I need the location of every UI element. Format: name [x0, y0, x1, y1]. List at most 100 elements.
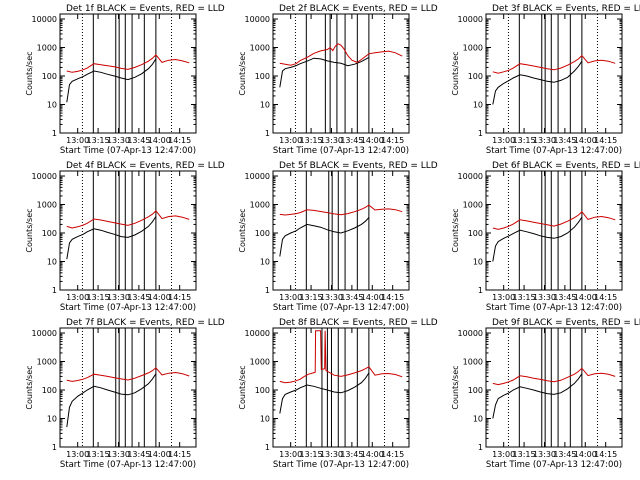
- panel-title: Det 1f BLACK = Events, RED = LLD: [66, 4, 225, 14]
- y-tick-label: 100: [468, 386, 483, 395]
- x-tick-label: 13:30: [107, 136, 130, 145]
- panel-title: Det 7f BLACK = Events, RED = LLD: [66, 318, 225, 328]
- x-tick-label: 13:30: [320, 293, 343, 302]
- panel-9: Det 9f BLACK = Events, RED = LLD 1 10 100 10…: [451, 318, 640, 470]
- y-tick-label: 10: [260, 258, 270, 267]
- panel-title: Det 8f BLACK = Events, RED = LLD: [279, 318, 438, 328]
- y-tick-label: 100: [255, 386, 270, 395]
- x-tick-label: 13:30: [107, 293, 130, 302]
- plot-frame: [59, 327, 197, 448]
- series-lld: [279, 204, 403, 216]
- x-tick-label: 14:00: [361, 136, 384, 145]
- y-tick-label: 1000: [250, 358, 270, 367]
- x-tick-label: 13:30: [533, 450, 556, 459]
- x-tick-label: 14:15: [594, 136, 617, 145]
- y-tick-label: 10: [47, 101, 57, 110]
- y-tick-label: 1000: [37, 358, 57, 367]
- x-tick-label: 13:00: [279, 293, 302, 302]
- y-axis-label: Counts/sec: [451, 51, 460, 95]
- series-events: [279, 372, 370, 414]
- series-lld: [492, 210, 616, 230]
- panel-title: Det 6f BLACK = Events, RED = LLD: [492, 161, 640, 171]
- x-tick-label: 13:45: [127, 136, 150, 145]
- x-tick-label: 13:00: [66, 293, 89, 302]
- x-tick-label: 13:45: [340, 136, 363, 145]
- x-tick-label: 13:30: [107, 450, 130, 459]
- panel-7: Det 7f BLACK = Events, RED = LLD 1 10 100 10…: [25, 318, 225, 470]
- y-tick-label: 1: [265, 443, 270, 452]
- y-tick-label: 10000: [245, 15, 270, 24]
- x-tick-label: 13:15: [300, 450, 323, 459]
- x-tick-label: 13:15: [300, 136, 323, 145]
- x-tick-label: 14:00: [148, 293, 171, 302]
- x-tick-label: 13:00: [279, 136, 302, 145]
- y-tick-label: 10: [473, 101, 483, 110]
- y-tick-label: 1000: [250, 201, 270, 210]
- x-tick-label: 13:00: [66, 450, 89, 459]
- y-tick-label: 100: [42, 229, 57, 238]
- x-tick-label: 14:15: [168, 450, 191, 459]
- series-lld: [66, 54, 190, 73]
- x-tick-label: 13:30: [533, 136, 556, 145]
- x-tick-label: 14:00: [148, 450, 171, 459]
- x-tick-label: 13:45: [340, 450, 363, 459]
- y-tick-label: 10: [260, 101, 270, 110]
- y-tick-label: 10000: [458, 329, 483, 338]
- panel-title: Det 2f BLACK = Events, RED = LLD: [279, 4, 438, 14]
- plot-frame: [272, 170, 410, 291]
- x-tick-label: 14:00: [574, 450, 597, 459]
- x-tick-label: 13:15: [513, 136, 536, 145]
- x-tick-label: 13:00: [279, 450, 302, 459]
- plot-frame: [485, 327, 623, 448]
- y-tick-label: 1000: [463, 201, 483, 210]
- x-tick-label: 13:00: [492, 450, 515, 459]
- x-tick-label: 13:45: [127, 293, 150, 302]
- series-lld: [66, 367, 190, 382]
- x-axis-label: Start Time (07-Apr-13 12:47:00): [273, 460, 409, 470]
- panel-2: Det 2f BLACK = Events, RED = LLD 1 10 100 10…: [238, 4, 438, 156]
- plot-frame: [485, 170, 623, 291]
- series-events: [279, 56, 370, 88]
- series-lld: [492, 367, 616, 386]
- y-axis-label: Counts/sec: [238, 365, 247, 409]
- x-tick-label: 14:15: [381, 136, 404, 145]
- y-tick-label: 100: [42, 72, 57, 81]
- y-tick-label: 1000: [250, 44, 270, 53]
- plot-frame: [272, 13, 410, 134]
- series-events: [66, 373, 157, 428]
- y-tick-label: 10000: [32, 329, 57, 338]
- y-tick-label: 1: [478, 443, 483, 452]
- x-tick-label: 13:00: [492, 293, 515, 302]
- series-events: [492, 216, 583, 262]
- x-tick-label: 14:15: [594, 293, 617, 302]
- x-tick-label: 13:15: [513, 450, 536, 459]
- y-axis-label: Counts/sec: [451, 208, 460, 252]
- y-tick-label: 10000: [32, 15, 57, 24]
- panel-8: Det 8f BLACK = Events, RED = LLD 1 10 100 10…: [238, 318, 438, 470]
- panel-title: Det 3f BLACK = Events, RED = LLD: [492, 4, 640, 14]
- y-tick-label: 100: [468, 229, 483, 238]
- x-tick-label: 13:45: [553, 293, 576, 302]
- x-axis-label: Start Time (07-Apr-13 12:47:00): [60, 460, 196, 470]
- x-tick-label: 13:00: [66, 136, 89, 145]
- y-axis-label: Counts/sec: [238, 51, 247, 95]
- y-tick-label: 10: [47, 415, 57, 424]
- y-axis-label: Counts/sec: [451, 365, 460, 409]
- y-tick-label: 1000: [463, 44, 483, 53]
- series-lld: [279, 43, 403, 66]
- y-tick-label: 1: [52, 443, 57, 452]
- x-tick-label: 13:00: [492, 136, 515, 145]
- y-tick-label: 10000: [245, 172, 270, 181]
- series-events: [66, 216, 157, 260]
- y-axis-label: Counts/sec: [25, 208, 34, 252]
- y-tick-label: 1000: [37, 44, 57, 53]
- x-tick-label: 14:00: [361, 450, 384, 459]
- x-tick-label: 14:15: [168, 136, 191, 145]
- y-tick-label: 1: [478, 286, 483, 295]
- y-tick-label: 10000: [458, 15, 483, 24]
- x-tick-label: 13:30: [533, 293, 556, 302]
- x-axis-label: Start Time (07-Apr-13 12:47:00): [486, 303, 622, 313]
- y-tick-label: 10: [260, 415, 270, 424]
- series-lld: [492, 54, 616, 74]
- y-axis-label: Counts/sec: [238, 208, 247, 252]
